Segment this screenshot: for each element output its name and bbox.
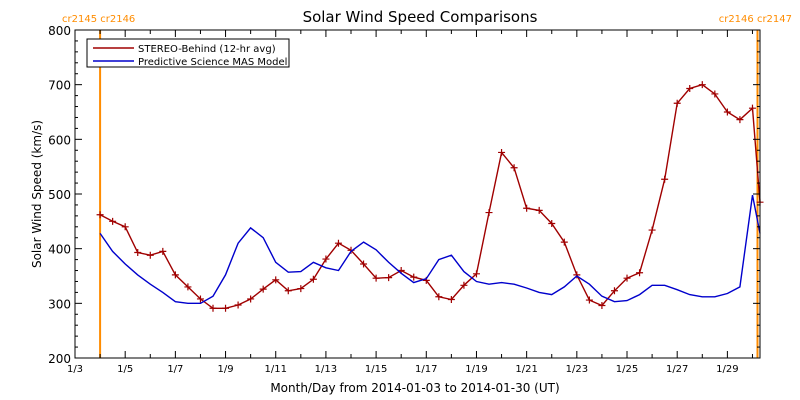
legend-box [86,38,290,68]
y-tick-label: 700 [48,79,71,93]
series-point [460,281,468,289]
series-point [159,247,167,255]
series-point [748,104,756,112]
series-point [623,274,631,282]
x-tick-label: 1/9 [218,364,234,375]
series-point [573,271,581,279]
series-point [472,270,480,278]
series-line [99,194,761,304]
y-tick-label: 500 [48,188,71,202]
legend-label: STEREO-Behind (12-hr avg) [138,44,276,55]
x-tick-label: 1/13 [315,364,337,375]
y-tick-label: 400 [48,243,71,257]
series-point [410,273,418,281]
series-point [259,285,267,293]
carrington-marker-label: cr2146 cr2147 [719,14,792,25]
series-point [485,209,493,217]
x-tick-label: 1/5 [117,364,133,375]
series-point [385,274,393,282]
series-point [510,164,518,172]
y-axis-label: Solar Wind Speed (km/s) [30,120,44,268]
y-tick-label: 600 [48,133,71,147]
x-tick-label: 1/7 [167,364,183,375]
series-point [146,251,154,259]
x-tick-label: 1/21 [515,364,537,375]
y-tick-label: 200 [48,352,71,366]
series-point [560,238,568,246]
series-point [234,301,242,309]
series-point [209,304,217,312]
series-point [498,148,506,156]
legend-label: Predictive Science MAS Model [138,57,287,68]
x-tick-label: 1/23 [566,364,588,375]
series-point [636,269,644,277]
series-point [360,260,368,268]
series-point [698,81,706,89]
plot-frame [74,29,761,359]
series-point [284,287,292,295]
series-point [548,220,556,228]
x-tick-label: 1/11 [264,364,286,375]
x-tick-label: 1/17 [415,364,437,375]
series-point [196,295,204,303]
series-point [648,226,656,234]
series-line [99,83,761,309]
series-point [96,211,104,219]
x-axis-label: Month/Day from 2014-01-03 to 2014-01-30 … [270,381,559,395]
series-point [247,295,255,303]
series-point [598,302,606,310]
x-tick-label: 1/25 [616,364,638,375]
series-point [661,175,669,183]
series-point [309,275,317,283]
series-point [334,239,342,247]
series-point [736,116,744,124]
legend: STEREO-Behind (12-hr avg) Predictive Scie… [86,38,290,68]
series-point [121,223,129,231]
series-point [171,271,179,279]
series-point [109,217,117,225]
series-point [711,90,719,98]
x-tick-label: 1/15 [365,364,387,375]
series-point [447,296,455,304]
y-tick-label: 800 [48,24,71,38]
series-point [585,296,593,304]
series-point [673,99,681,107]
series-point [723,108,731,116]
x-tick-label: 1/3 [67,364,83,375]
x-tick-label: 1/27 [666,364,688,375]
chart-title: Solar Wind Speed Comparisons [303,8,538,26]
x-tick-label: 1/19 [465,364,487,375]
series-point [297,285,305,293]
series-point [134,248,142,256]
series-point [222,304,230,312]
x-tick-label: 1/29 [716,364,738,375]
series-point [610,287,618,295]
y-tick-label: 300 [48,297,71,311]
series-point [435,293,443,301]
series-point [272,276,280,284]
series-point [535,206,543,214]
series-point [322,255,330,263]
carrington-marker-label: cr2145 cr2146 [62,14,135,25]
series-point [372,274,380,282]
series-point [686,84,694,92]
series-point [184,283,192,291]
series-point [523,204,531,212]
